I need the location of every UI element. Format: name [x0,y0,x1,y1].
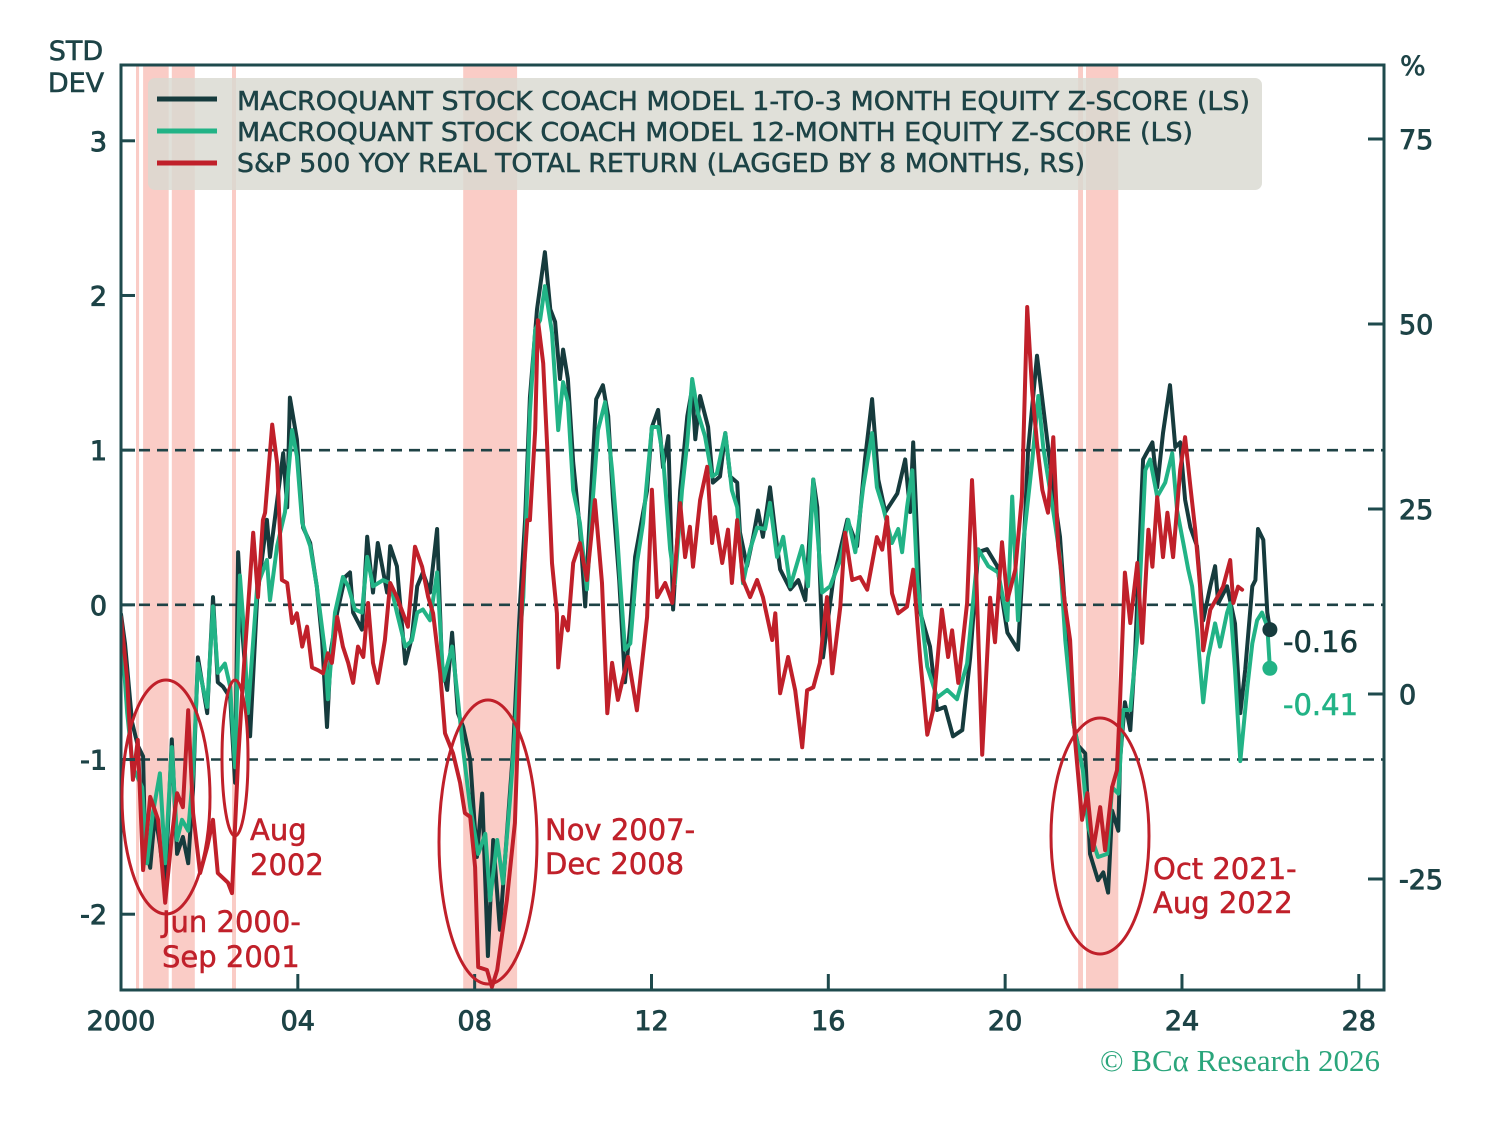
right-axis-tick-label: 75 [1399,125,1433,156]
annotation-label: Jun 2000- [160,905,301,939]
x-axis-tick-label: 04 [281,1006,315,1037]
right-axis-tick-label: 0 [1399,680,1416,711]
annotations: Jun 2000- Sep 2001 Aug 2002 Nov 2007- De… [120,678,1297,986]
end-marker-12m-zscore [1262,660,1278,676]
annotation-ellipse [120,678,212,916]
last-value-label-1to3m: -0.16 [1283,625,1358,659]
axis-ticks: 3 2 1 0 -1 -2 75 50 25 0 -25 2000 04 08 12 16 20 24 28 [80,125,1444,1038]
last-value-label-12m: -0.41 [1283,688,1358,722]
right-axis-tick-label: 50 [1399,310,1433,341]
shaded-period [232,65,236,990]
annotation-ellipse [220,678,250,838]
shaded-period [463,65,518,990]
annotation-label: Aug [250,813,307,847]
legend-label-1to3m: MACROQUANT STOCK COACH MODEL 1-TO-3 MONT… [237,87,1250,117]
end-marker-1to3m-zscore [1262,622,1278,638]
legend-box [148,78,1262,190]
annotation-label: Aug 2022 [1153,886,1293,920]
left-axis-tick-label: -1 [80,746,107,777]
legend: MACROQUANT STOCK COACH MODEL 1-TO-3 MONT… [148,78,1262,190]
annotation-label: Dec 2008 [545,847,684,881]
series-line-sp500-real-return [121,305,1245,989]
annotation-label: Nov 2007- [545,813,695,847]
plot-frame [119,63,1386,992]
legend-label-12m: MACROQUANT STOCK COACH MODEL 12-MONTH EQ… [237,118,1193,148]
annotation-label: Oct 2021- [1153,852,1297,886]
x-axis-tick-label: 08 [458,1006,492,1037]
right-axis-title: % [1400,51,1426,82]
left-axis-tick-label: 2 [90,282,107,313]
annotation-ellipse [437,698,539,986]
annotation-label: 2002 [250,848,324,882]
reference-lines [121,448,1384,761]
left-axis-title-line: STD [49,36,103,67]
shaded-period [136,65,140,990]
left-axis-title-line: DEV [48,68,105,99]
x-axis-tick-label: 20 [988,1006,1022,1037]
shaded-period [1078,65,1083,990]
left-axis-tick-label: 3 [90,127,107,158]
x-axis-tick-label: 16 [811,1006,845,1037]
annotation-label: Sep 2001 [162,940,300,974]
x-axis-tick-label: 12 [634,1006,668,1037]
x-axis-tick-label: 2000 [87,1006,156,1037]
end-markers [1262,622,1278,676]
copyright-text: © BCα Research 2026 [1100,1043,1380,1078]
right-axis-tick-label: -25 [1399,865,1443,896]
legend-label-sp500: S&P 500 YOY REAL TOTAL RETURN (LAGGED BY… [237,149,1085,179]
left-axis-tick-label: -2 [80,900,107,931]
series-line-12m-zscore [121,284,1272,903]
x-axis-tick-label: 24 [1165,1006,1199,1037]
right-axis-tick-label: 25 [1399,495,1433,526]
annotation-ellipse [1049,716,1151,956]
series-group [121,250,1272,989]
left-axis-tick-label: 0 [90,591,107,622]
left-axis-tick-label: 1 [90,436,107,467]
x-axis-tick-label: 28 [1342,1006,1376,1037]
